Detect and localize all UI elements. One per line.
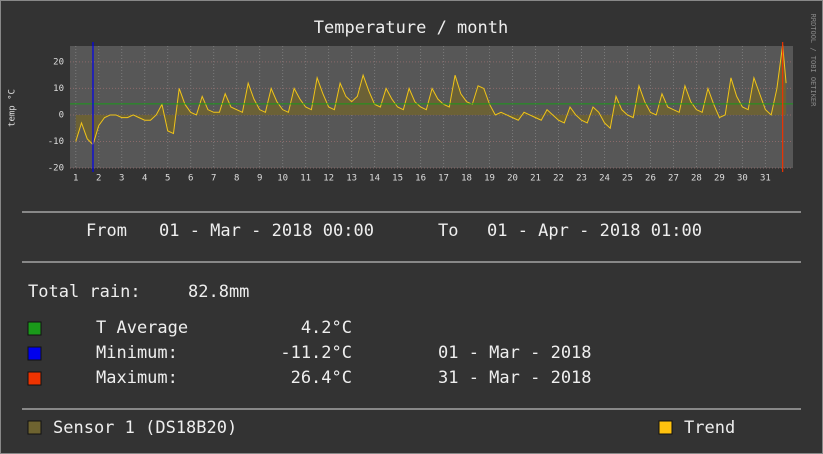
- x-tick-label: 17: [438, 174, 449, 184]
- x-tick-label: 31: [760, 174, 771, 184]
- stat-value: 4.2°C: [301, 318, 352, 338]
- to-date: 01 - Apr - 2018 01:00: [487, 221, 702, 241]
- x-tick-label: 13: [346, 174, 357, 184]
- x-tick-label: 12: [323, 174, 334, 184]
- x-tick-label: 21: [530, 174, 541, 184]
- stat-swatch: [27, 321, 42, 336]
- x-tick-label: 1: [73, 174, 78, 184]
- x-tick-label: 10: [277, 174, 288, 184]
- stat-value: -11.2°C: [280, 343, 352, 363]
- watermark: RRDTOOL / TOBI OETIKER: [809, 14, 817, 108]
- x-tick-label: 25: [622, 174, 633, 184]
- x-tick-label: 15: [392, 174, 403, 184]
- y-tick-label: 20: [53, 57, 64, 67]
- x-tick-label: 11: [300, 174, 311, 184]
- x-tick-label: 26: [645, 174, 656, 184]
- x-tick-label: 20: [507, 174, 518, 184]
- x-tick-label: 2: [96, 174, 101, 184]
- rain-label: Total rain:: [28, 282, 141, 302]
- x-tick-label: 28: [691, 174, 702, 184]
- stat-date: 31 - Mar - 2018: [438, 368, 592, 388]
- x-tick-label: 27: [668, 174, 679, 184]
- x-tick-label: 24: [599, 174, 610, 184]
- x-tick-label: 14: [369, 174, 380, 184]
- x-tick-label: 16: [415, 174, 426, 184]
- y-tick-label: 0: [59, 110, 64, 120]
- legend-swatch: [27, 420, 42, 435]
- legend-swatch: [658, 420, 673, 435]
- stat-swatch: [27, 346, 42, 361]
- from-date: 01 - Mar - 2018 00:00: [159, 221, 374, 241]
- legend-label: Sensor 1 (DS18B20): [53, 418, 237, 438]
- x-tick-label: 7: [211, 174, 216, 184]
- x-tick-label: 18: [461, 174, 472, 184]
- area: [75, 44, 787, 145]
- stat-value: 26.4°C: [291, 368, 352, 388]
- x-tick-label: 5: [165, 174, 170, 184]
- stat-date: 01 - Mar - 2018: [438, 343, 592, 363]
- x-tick-label: 4: [142, 174, 147, 184]
- y-tick-label: -10: [48, 137, 64, 147]
- y-tick-label: -20: [48, 164, 64, 174]
- stat-name: Minimum:: [96, 343, 178, 363]
- chart-title: Temperature / month: [314, 18, 508, 38]
- rain-value: 82.8mm: [188, 282, 249, 302]
- x-tick-label: 23: [576, 174, 587, 184]
- line: [75, 44, 787, 146]
- y-axis-label: temp °C: [8, 89, 18, 127]
- from-label: From: [86, 221, 127, 241]
- x-tick-label: 30: [737, 174, 748, 184]
- stat-swatch: [27, 371, 42, 386]
- x-tick-label: 29: [714, 174, 725, 184]
- to-label: To: [438, 221, 458, 241]
- x-tick-label: 9: [257, 174, 262, 184]
- legend-label: Trend: [684, 418, 735, 438]
- stat-name: Maximum:: [96, 368, 178, 388]
- x-tick-label: 8: [234, 174, 239, 184]
- y-tick-label: 10: [53, 84, 64, 94]
- x-tick-label: 3: [119, 174, 124, 184]
- x-tick-label: 19: [484, 174, 495, 184]
- x-tick-label: 22: [553, 174, 564, 184]
- x-tick-label: 6: [188, 174, 193, 184]
- stat-name: T Average: [96, 318, 188, 338]
